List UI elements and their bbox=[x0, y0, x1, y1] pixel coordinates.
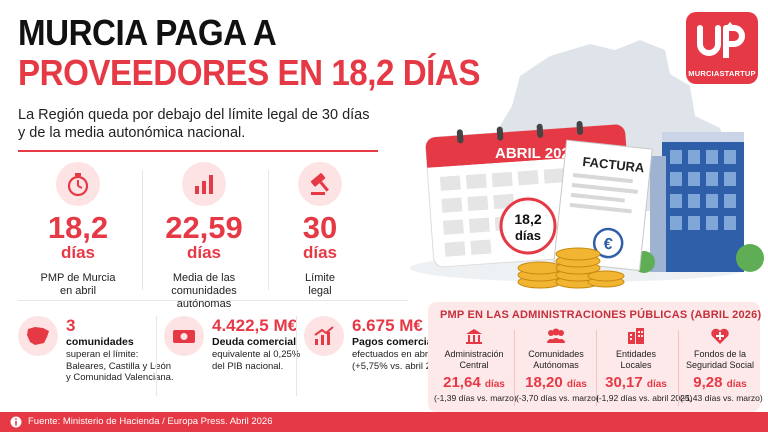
pmp-column-autonomas: Comunidades Autónomas 18,20 días (-3,70 d… bbox=[516, 326, 599, 403]
stat-unit: días bbox=[186, 243, 222, 262]
stat-label-line1: Media de las bbox=[172, 272, 236, 284]
city-icon bbox=[596, 326, 676, 346]
fact-title: comunidades bbox=[66, 336, 134, 348]
pmp-delta: (-1,43 días vs. marzo) bbox=[680, 393, 763, 403]
bar-chart-icon bbox=[182, 162, 226, 206]
stat-murcia: 18,2 días PMP de Murcia en abril bbox=[18, 162, 138, 298]
divider bbox=[296, 316, 297, 396]
building-icon bbox=[434, 326, 514, 346]
spain-map-icon bbox=[18, 316, 58, 356]
fact-value: 4.422,5 M€ bbox=[212, 316, 298, 335]
stat-value: 30 bbox=[302, 210, 338, 245]
coins-icon bbox=[517, 247, 625, 289]
divider bbox=[268, 170, 269, 290]
pmp-label-line1: Entidades bbox=[615, 349, 657, 359]
stopwatch-icon bbox=[56, 162, 100, 206]
title-divider bbox=[18, 150, 378, 152]
pmp-label-line2: Central bbox=[459, 359, 489, 370]
source-footer: Fuente: Ministerio de Hacienda / Europa … bbox=[0, 412, 768, 432]
stat-media: 22,59 días Media de las comunidades autón… bbox=[144, 162, 264, 311]
pmp-panel-title: PMP EN LAS ADMINISTRACIONES PÚBLICAS (AB… bbox=[440, 309, 762, 321]
stat-value: 18,2 bbox=[47, 210, 109, 245]
stat-unit: días bbox=[302, 243, 338, 262]
fact-line2: del PIB nacional. bbox=[212, 360, 284, 372]
pmp-delta: (-3,70 días vs. marzo) bbox=[516, 393, 599, 403]
subtitle: La Región queda por debajo del límite le… bbox=[18, 107, 370, 141]
pmp-panel bbox=[428, 302, 760, 412]
logo-up-icon bbox=[697, 22, 745, 58]
fact-line2: (+5,75% vs. abril 2025). bbox=[352, 360, 453, 372]
pmp-label-line2: Locales bbox=[620, 359, 652, 370]
stat-label-line1: PMP de Murcia bbox=[40, 272, 116, 284]
badge-unit: días bbox=[515, 228, 541, 243]
pmp-unit: días bbox=[726, 379, 747, 390]
fact-value: 6.675 M€ bbox=[352, 316, 423, 335]
fact-title: Pagos comerciales bbox=[352, 336, 448, 348]
source-text: Fuente: Ministerio de Hacienda / Europa … bbox=[28, 416, 273, 427]
pmp-column-locales: Entidades Locales 30,17 días (-1,92 días … bbox=[596, 326, 693, 403]
pmp-label-line1: Comunidades bbox=[528, 349, 584, 359]
pmp-label-line2: Autónomas bbox=[533, 359, 579, 370]
divider bbox=[142, 170, 143, 290]
pmp-label-line2: Seguridad Social bbox=[685, 359, 755, 370]
fact-title: Deuda comercial bbox=[212, 336, 297, 348]
pmp-value: 21,64 bbox=[443, 374, 481, 391]
divider bbox=[156, 316, 157, 396]
pmp-column-central: Administración Central 21,64 días (-1,39 … bbox=[434, 326, 517, 403]
stat-value: 22,59 bbox=[165, 210, 243, 245]
stat-label-line1: Límite bbox=[305, 272, 335, 284]
trend-up-icon bbox=[304, 316, 344, 356]
euro-symbol: € bbox=[603, 236, 614, 254]
pmp-value: 9,28 bbox=[693, 374, 723, 391]
pmp-unit: días bbox=[484, 379, 505, 390]
stat-label-line2: comunidades autónomas bbox=[171, 285, 237, 310]
badge-value: 18,2 bbox=[514, 211, 541, 227]
people-icon bbox=[516, 326, 596, 346]
office-building-icon bbox=[633, 132, 764, 273]
divider bbox=[678, 330, 679, 406]
calendar-header: ABRIL 2026 bbox=[495, 145, 578, 162]
section-divider bbox=[18, 300, 408, 301]
pmp-value: 30,17 bbox=[605, 374, 643, 391]
stat-label-line2: en abril bbox=[59, 285, 97, 297]
fact-value: 3 bbox=[66, 316, 76, 335]
pmp-delta: (-1,92 días vs. abril 2025) bbox=[596, 393, 693, 403]
fact-line1: efectuados en abril bbox=[352, 349, 433, 360]
pmp-column-seguridad-social: Fondos de la Seguridad Social 9,28 días (… bbox=[680, 326, 763, 403]
days-badge bbox=[499, 197, 557, 255]
pmp-label-line1: Administración bbox=[444, 349, 504, 359]
stat-unit: días bbox=[60, 243, 96, 262]
health-heart-icon bbox=[680, 326, 760, 346]
brand-logo[interactable]: MURCIASTARTUP bbox=[686, 12, 758, 84]
pmp-unit: días bbox=[646, 379, 667, 390]
fact-line3: y Comunidad Valenciana. bbox=[66, 372, 174, 383]
pmp-delta: (-1,39 días vs. marzo) bbox=[434, 393, 517, 403]
invoice-icon: € bbox=[553, 139, 653, 272]
divider bbox=[596, 330, 597, 406]
title-line-1: MURCIA PAGA A bbox=[18, 12, 277, 53]
pmp-label-line1: Fondos de la bbox=[693, 349, 747, 359]
logo-text: MURCIASTARTUP bbox=[688, 69, 756, 78]
title-line-2: PROVEEDORES EN 18,2 DÍAS bbox=[18, 52, 480, 93]
pmp-value: 18,20 bbox=[525, 374, 563, 391]
stat-limite: 30 días Límite legal bbox=[270, 162, 370, 298]
fact-line1: superan el límite: bbox=[66, 349, 139, 360]
stat-label-line2: legal bbox=[308, 285, 332, 297]
calendar-invoice-illustration: ABRIL 2026 € FACTURA 18,2 días bbox=[410, 40, 764, 289]
divider bbox=[514, 330, 515, 406]
gavel-icon bbox=[298, 162, 342, 206]
money-icon bbox=[164, 316, 204, 356]
fact-line1: equivalente al 0,25% bbox=[212, 349, 301, 360]
info-icon bbox=[10, 416, 22, 428]
pmp-unit: días bbox=[566, 379, 587, 390]
fact-line2: Baleares, Castilla y León bbox=[66, 360, 172, 372]
invoice-label: FACTURA bbox=[582, 154, 646, 175]
